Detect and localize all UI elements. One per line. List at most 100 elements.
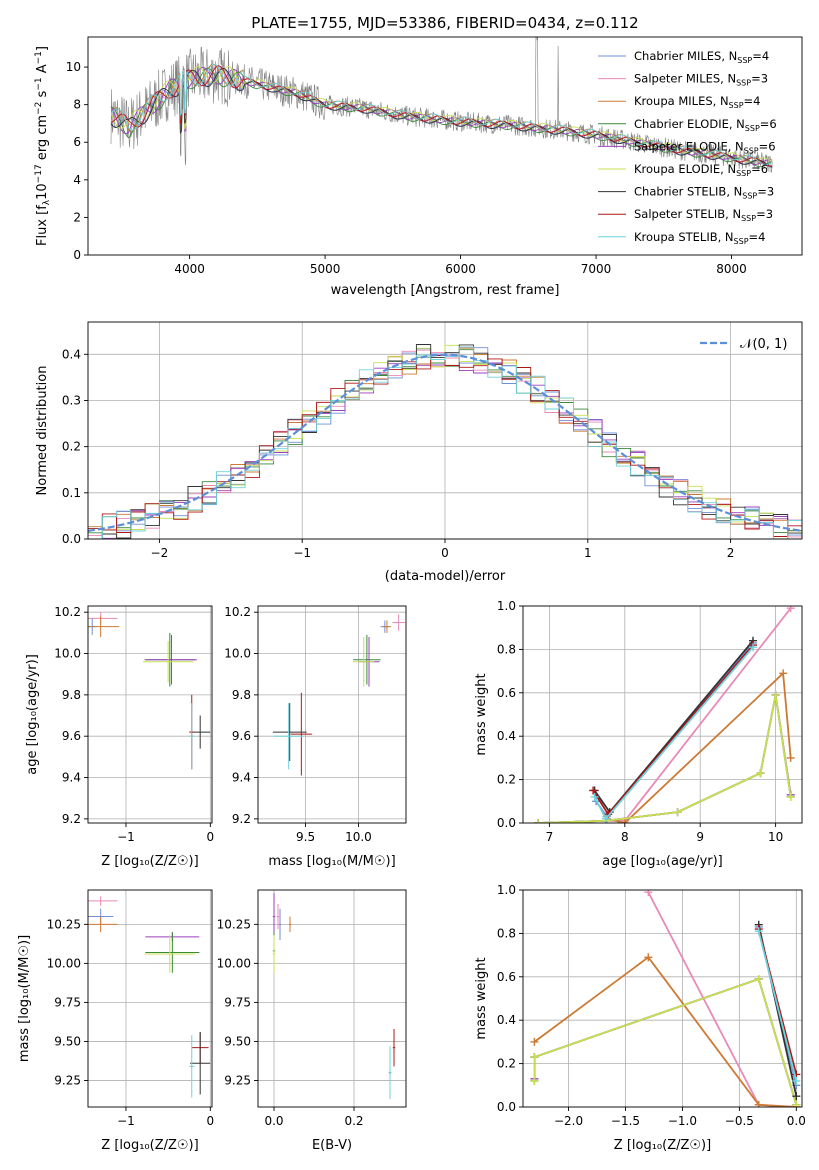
panel-mass-vs-EBV: 0.0 0.2 9.25 9.50 9.75 10.00 10.25 E(B-V) — [217, 889, 407, 1153]
plot-area — [530, 890, 801, 1107]
y-tick-label: 0.2 — [497, 773, 516, 787]
x-tick-label: −1.0 — [668, 1114, 697, 1128]
y-tick-label: 0.0 — [62, 532, 81, 546]
x-axis-label: Z [log₁₀(Z/Z☉)] — [101, 1138, 198, 1153]
y-tick-label: 10.0 — [224, 647, 251, 661]
x-axis-label: wavelength [Angstrom, rest frame] — [331, 283, 560, 298]
x-tick-label: −1.5 — [611, 1114, 640, 1128]
legend-entry: Chabrier ELODIE, NSSP=6 — [634, 117, 777, 133]
x-tick-label: 0 — [206, 830, 214, 844]
y-axis-label: mass weight — [474, 673, 489, 755]
x-tick-label: 10 — [768, 830, 783, 844]
y-tick-label: 0.4 — [497, 729, 516, 743]
y-tick-label: 9.8 — [62, 688, 81, 702]
errorbar-point — [190, 1032, 211, 1095]
axes-frame — [87, 36, 803, 256]
errorbar-point — [392, 1028, 396, 1067]
weight-line — [538, 694, 792, 823]
spectrum-data-line — [110, 37, 773, 173]
y-tick-label: 10.00 — [217, 956, 251, 970]
y-tick-label: 0.4 — [497, 1013, 516, 1027]
errorbar-point — [144, 935, 196, 973]
y-tick-label: 9.2 — [232, 812, 251, 826]
weight-marker — [590, 792, 599, 801]
y-tick-label: 9.4 — [232, 771, 251, 785]
model-line-kroupa-stelib — [110, 63, 773, 166]
errorbar-point — [189, 703, 195, 770]
panel-age-vs-mass: 9.5 10.0 9.2 9.4 9.6 9.8 10.0 10.2 mass [log₁₀(M… — [224, 605, 407, 869]
y-tick-label: 0.6 — [497, 970, 516, 984]
x-tick-label: 7000 — [581, 262, 612, 276]
y-axis-label: mass weight — [474, 957, 489, 1039]
y-tick-label: 10.2 — [54, 605, 81, 619]
weight-marker — [754, 1100, 763, 1107]
weight-marker — [530, 1037, 539, 1046]
errorbar-point — [392, 614, 405, 631]
y-tick-label: 9.50 — [54, 1034, 81, 1048]
plot-area — [272, 614, 405, 776]
errorbar-point — [290, 692, 312, 776]
x-tick-label: 8 — [621, 830, 629, 844]
panel-spectrum: 4000 5000 6000 7000 8000 0 2 4 6 8 10 wavelength [A… — [34, 36, 803, 298]
weight-line — [533, 977, 798, 1106]
weight-line — [533, 977, 798, 1106]
weight-line — [538, 694, 792, 823]
weight-line — [647, 891, 797, 1107]
weight-line — [757, 930, 798, 1082]
x-tick-label: 2 — [727, 546, 735, 560]
y-tick-label: 4 — [73, 173, 81, 187]
plot-area — [272, 893, 396, 1100]
errorbar-point — [276, 904, 280, 930]
x-axis-label: E(B-V) — [312, 1138, 352, 1153]
panel-weight-vs-Z: −2.0 −1.5 −1.0 −0.5 0.0 0.0 0.2 0.4 0.6 0.8 1.0 Z [… — [474, 883, 806, 1153]
x-tick-label: 9 — [696, 830, 704, 844]
y-axis-label: mass [log₁₀(M/M☉)] — [17, 935, 32, 1062]
x-tick-label: −0.5 — [725, 1114, 754, 1128]
y-tick-label: 10.25 — [217, 917, 251, 931]
plot-area — [88, 344, 802, 539]
panel-age-vs-Z: −1 0 9.2 9.4 9.6 9.8 10.0 10.2 Z [log₁₀(Z/Z☉)] ag… — [25, 605, 214, 869]
y-tick-label: 0.0 — [497, 816, 516, 830]
y-tick-label: 0.2 — [497, 1057, 516, 1071]
legend-spectrum: Chabrier MILES, NSSP=4 Salpeter MILES, NS… — [598, 49, 777, 246]
y-tick-label: 9.4 — [62, 771, 81, 785]
weight-marker — [644, 890, 653, 897]
x-tick-label: −1 — [117, 830, 135, 844]
x-tick-label: 9.5 — [296, 830, 315, 844]
y-tick-label: 2 — [73, 210, 81, 224]
errorbar-point — [353, 637, 375, 687]
x-tick-label: 10.0 — [345, 830, 372, 844]
legend-entry: 𝒩(0, 1) — [740, 337, 787, 352]
x-tick-label: 0 — [441, 546, 449, 560]
weight-line — [538, 694, 792, 823]
errorbar-point — [382, 620, 392, 633]
x-tick-label: 4000 — [174, 262, 205, 276]
legend-entry: Salpeter MILES, NSSP=3 — [634, 72, 768, 88]
y-tick-label: 1.0 — [497, 599, 516, 613]
panel-residuals: −2 −1 0 1 2 0.0 0.1 0.2 0.3 0.4 (data-model)/error… — [35, 321, 803, 584]
y-axis-label: Flux [fλ10−17 erg cm−2 s−1 A−1] — [34, 46, 52, 246]
weight-marker — [530, 1076, 539, 1085]
model-line-salpeter-stelib — [110, 65, 773, 167]
y-tick-label: 10.0 — [54, 647, 81, 661]
normal-curve — [88, 353, 802, 532]
weight-marker — [786, 753, 795, 762]
y-tick-label: 10.25 — [47, 917, 81, 931]
x-axis-label: mass [log₁₀(M/M☉)] — [268, 854, 395, 869]
y-tick-label: 0.4 — [62, 347, 81, 361]
panel-mass-vs-Z: −1 0 9.25 9.50 9.75 10.00 10.25 Z [log₁₀(Z/Z☉)]… — [17, 889, 214, 1153]
model-line-chabrier-stelib — [110, 68, 773, 168]
errorbar-point — [88, 896, 118, 906]
y-tick-label: 9.6 — [232, 729, 251, 743]
x-axis-label: Z [log₁₀(Z/Z☉)] — [614, 1138, 711, 1153]
axes-frame — [87, 605, 213, 824]
x-tick-label: 1 — [584, 546, 592, 560]
x-tick-label: 5000 — [310, 262, 341, 276]
weight-marker — [771, 690, 780, 699]
weight-marker — [792, 1092, 801, 1101]
weight-marker — [754, 974, 763, 983]
axes-frame — [257, 889, 407, 1108]
hist-salpeter-stelib — [88, 355, 802, 537]
y-axis-label: Normed distribution — [35, 366, 50, 496]
